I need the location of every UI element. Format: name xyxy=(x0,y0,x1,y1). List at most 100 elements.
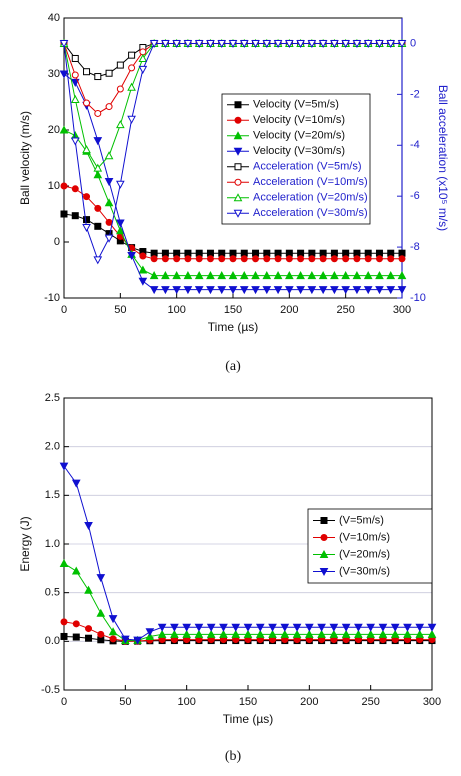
legend-label: Acceleration (V=30m/s) xyxy=(253,207,368,219)
data-point xyxy=(292,623,302,632)
data-point xyxy=(231,623,241,632)
legend-label: Acceleration (V=5m/s) xyxy=(253,161,362,173)
legend-marker xyxy=(234,163,242,171)
data-point xyxy=(397,286,407,295)
data-point xyxy=(318,39,328,49)
data-point xyxy=(173,255,181,263)
data-point xyxy=(71,185,79,193)
data-point xyxy=(104,178,114,187)
y2-tick-label: -4 xyxy=(410,139,420,151)
data-point xyxy=(184,255,192,263)
data-point xyxy=(84,585,93,594)
data-point xyxy=(206,629,216,638)
data-point xyxy=(228,271,238,280)
data-point xyxy=(262,286,272,295)
y-tick-label: 20 xyxy=(48,124,60,136)
data-point xyxy=(60,182,68,190)
data-point xyxy=(240,255,248,263)
data-point xyxy=(194,39,204,49)
data-point xyxy=(170,623,179,632)
y-tick-label: 30 xyxy=(48,68,60,80)
y-tick-label: 1.5 xyxy=(45,489,60,501)
data-point xyxy=(138,277,148,286)
x-tick-label: 0 xyxy=(61,304,67,316)
y-tick-label: 0.0 xyxy=(45,635,60,647)
data-point xyxy=(161,271,170,280)
data-point xyxy=(366,629,376,638)
data-point xyxy=(59,70,69,79)
data-point xyxy=(206,255,214,263)
data-point xyxy=(206,623,216,632)
data-point xyxy=(378,623,388,632)
x-tick-label: 50 xyxy=(119,696,131,708)
data-point xyxy=(342,255,350,263)
caption: (a) xyxy=(225,359,241,374)
data-point xyxy=(116,61,124,69)
y2-tick-label: -8 xyxy=(410,241,420,253)
data-point xyxy=(104,151,114,160)
data-point xyxy=(280,623,290,632)
data-point xyxy=(127,251,136,260)
data-point xyxy=(273,286,283,295)
data-point xyxy=(390,623,400,632)
data-point xyxy=(329,629,339,638)
data-point xyxy=(218,255,226,263)
data-point xyxy=(284,286,294,295)
y-tick-label: 40 xyxy=(48,12,60,24)
data-point xyxy=(93,256,103,265)
data-point xyxy=(71,479,81,488)
data-point xyxy=(274,255,282,263)
data-point xyxy=(82,223,91,233)
data-point xyxy=(172,286,182,295)
data-point xyxy=(415,623,425,632)
x-tick-label: 200 xyxy=(280,304,298,316)
data-point xyxy=(161,255,169,263)
data-point xyxy=(251,286,260,295)
data-point xyxy=(71,54,79,62)
data-point xyxy=(150,255,158,263)
data-point xyxy=(59,462,69,471)
data-point xyxy=(71,566,81,575)
data-point xyxy=(427,623,437,632)
x-tick-label: 150 xyxy=(239,696,257,708)
x-tick-label: 200 xyxy=(300,696,318,708)
data-point xyxy=(94,204,102,212)
legend-marker xyxy=(233,193,243,202)
data-point xyxy=(83,216,91,224)
data-point xyxy=(296,39,305,49)
data-point xyxy=(195,255,203,263)
legend-label: (V=30m/s) xyxy=(339,565,390,577)
y2-tick-label: -2 xyxy=(410,88,420,100)
data-point xyxy=(268,629,277,638)
data-point xyxy=(304,623,314,632)
data-point xyxy=(318,271,328,280)
data-point xyxy=(93,163,103,172)
data-point xyxy=(284,271,294,280)
legend-label: Velocity (V=10m/s) xyxy=(253,114,345,126)
data-point xyxy=(170,629,179,638)
data-point xyxy=(133,636,142,645)
data-point xyxy=(243,623,253,632)
data-point xyxy=(161,286,170,295)
x-tick-label: 250 xyxy=(336,304,354,316)
legend-label: Velocity (V=30m/s) xyxy=(253,145,345,157)
y-axis-title: Ball velocity (m/s) xyxy=(18,111,32,205)
data-point xyxy=(172,39,182,49)
data-point xyxy=(375,39,384,49)
data-point xyxy=(128,64,136,72)
data-point xyxy=(255,629,265,638)
y-tick-label: -0.5 xyxy=(41,684,60,696)
data-point xyxy=(145,628,155,637)
data-point xyxy=(85,625,93,633)
data-point xyxy=(83,68,91,76)
data-point xyxy=(364,255,372,263)
data-point xyxy=(228,286,238,295)
legend-marker xyxy=(234,178,242,186)
data-point xyxy=(229,255,237,263)
data-point xyxy=(108,627,118,636)
data-point xyxy=(217,271,227,280)
data-point xyxy=(183,271,193,280)
data-point xyxy=(268,623,277,632)
data-point xyxy=(72,633,80,641)
data-point xyxy=(115,120,125,129)
